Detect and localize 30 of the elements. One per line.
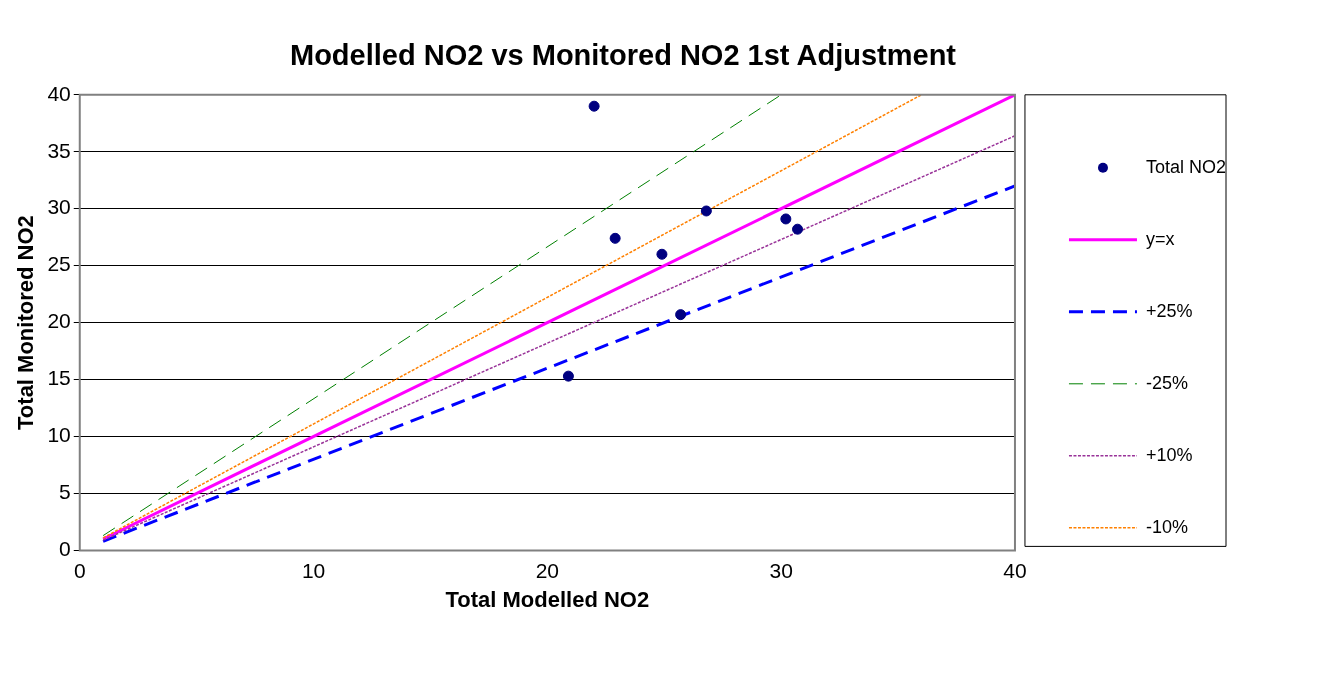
y-tick-label: 15 [47,366,71,390]
x-tick-label: 30 [769,558,793,582]
y-tick-label: 25 [47,252,71,276]
legend-label: Total NO2 [1145,156,1227,177]
point [792,223,804,235]
point [656,248,668,260]
y-tick-label: 20 [47,309,71,333]
point [562,370,574,382]
x-tick-label: 40 [1003,558,1027,582]
x-tick-label: 10 [301,558,326,582]
point [588,100,600,112]
y-tick-label: 35 [47,138,71,162]
point [700,205,712,217]
chart-title: Modelled NO2 vs Monitored NO2 1st Adjustment [289,39,957,72]
legend-label: -25% [1145,372,1188,393]
point [780,213,792,225]
y-tick-label: 30 [47,195,71,219]
legend-label: y=x [1145,228,1175,249]
y-tick-label: 0 [59,537,71,561]
y-tick-label: 10 [47,423,71,447]
point [609,232,621,244]
legend-label: +10% [1145,444,1193,465]
legend-label: -10% [1145,516,1188,537]
x-axis-title: Total Modelled NO2 [445,586,650,612]
point [675,309,687,321]
y-tick-label: 40 [47,81,71,105]
legend-label: +25% [1145,300,1193,321]
y-tick-label: 5 [59,480,71,504]
x-tick-label: 20 [535,558,560,582]
y-axis-title: Total Monitored NO2 [13,215,39,430]
